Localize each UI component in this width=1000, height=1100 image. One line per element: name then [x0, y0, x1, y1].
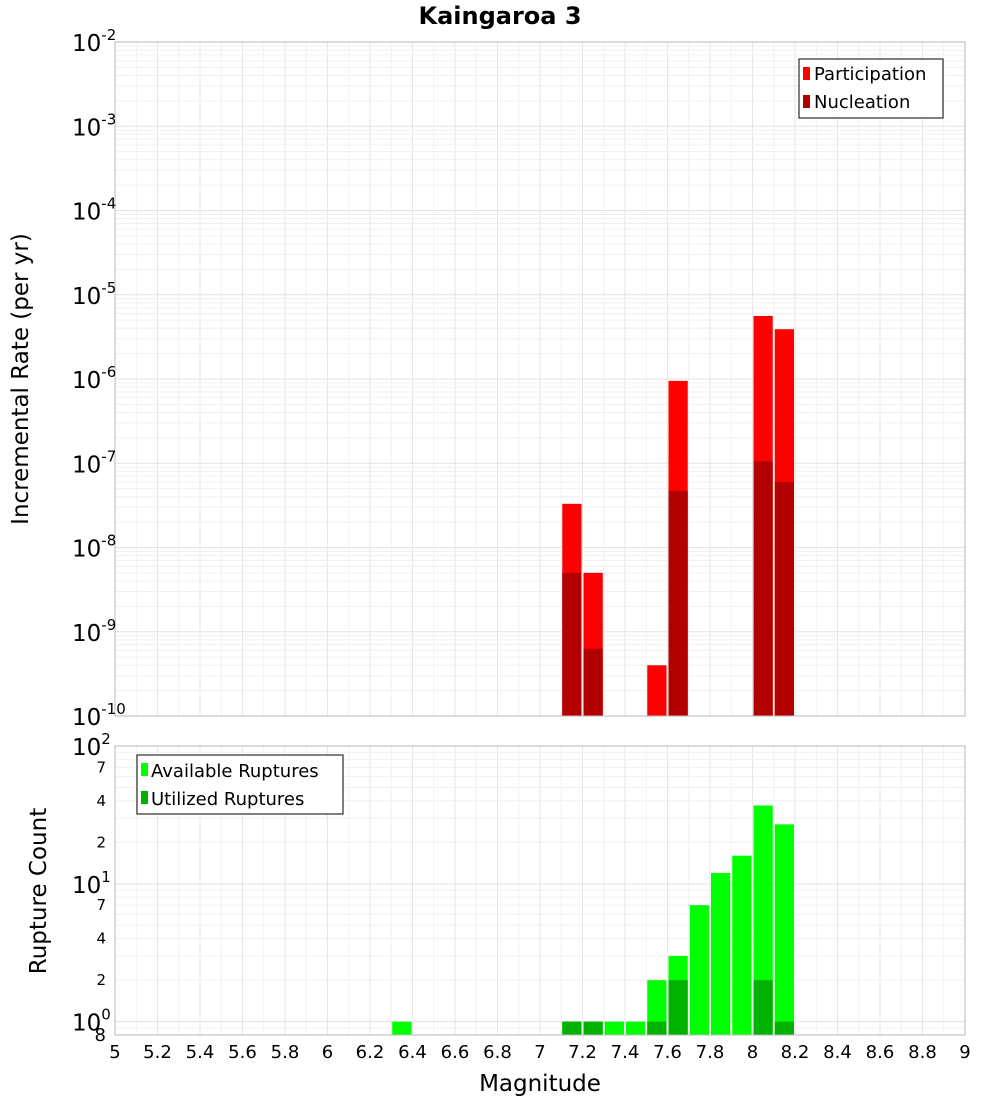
bottom-y-tick-minor: 7 — [96, 758, 106, 776]
bottom-legend-box — [136, 754, 344, 815]
top-y-tick-label: 10-8 — [72, 532, 116, 563]
bottom-y-tick-minor: 7 — [96, 896, 106, 914]
top-y-axis-label: Incremental Rate (per yr) — [8, 233, 34, 525]
x-tick-label: 5.2 — [143, 1042, 172, 1063]
bottom-y-tick-labels: 100 101 102 8 2 4 7 2 4 7 — [72, 730, 111, 1046]
top-y-tick-label: 10-2 — [72, 26, 116, 57]
bottom-gridlines — [114, 746, 966, 1036]
bar-available-ruptures — [753, 805, 773, 1035]
bar-available-ruptures — [711, 872, 731, 1035]
bottom-y-tick-minor: 2 — [96, 833, 106, 851]
x-tick-label: 8.6 — [866, 1042, 895, 1063]
top-legend-box — [798, 58, 944, 119]
x-tick-labels: 5 5.2 5.4 5.6 5.8 6 6.2 6.4 6.6 6.8 7 7.2 7.4 7.6 7.8 8… — [109, 1042, 970, 1063]
x-tick-label: 8.2 — [781, 1042, 810, 1063]
chart-title: Kaingaroa 3 — [418, 2, 581, 30]
x-tick-label: 7.4 — [611, 1042, 640, 1063]
x-tick-label: 7 — [534, 1042, 545, 1063]
bottom-y-tick-minor: 2 — [96, 971, 106, 989]
bar-available-ruptures — [774, 824, 794, 1035]
bar-nucleation — [774, 481, 794, 716]
legend-label-available: Available Ruptures — [151, 761, 319, 782]
legend-label-participation: Participation — [814, 64, 926, 85]
bar-available-ruptures — [392, 1021, 412, 1035]
bar-available-ruptures — [732, 855, 752, 1035]
x-axis-label: Magnitude — [479, 1071, 601, 1097]
x-tick-label: 5.4 — [186, 1042, 215, 1063]
bar-available-ruptures — [647, 980, 667, 1035]
top-y-tick-label: 10-5 — [72, 279, 116, 310]
bar-participation — [647, 665, 667, 716]
top-y-tick-label: 10-4 — [72, 195, 116, 226]
top-gridlines — [114, 42, 966, 717]
legend-swatch-nucleation — [803, 95, 810, 108]
bar-available-ruptures — [689, 905, 709, 1035]
x-tick-label: 7.2 — [568, 1042, 597, 1063]
top-legend: Participation Nucleation — [798, 58, 944, 119]
x-tick-label: 6.8 — [483, 1042, 512, 1063]
x-tick-label: 5 — [109, 1042, 120, 1063]
legend-swatch-utilized — [141, 791, 148, 804]
bar-available-ruptures — [626, 1021, 646, 1035]
bar-utilized-ruptures — [753, 980, 773, 1035]
x-tick-label: 9 — [959, 1042, 970, 1063]
x-tick-label: 5.6 — [228, 1042, 257, 1063]
bottom-y-tick-major: 102 — [72, 730, 111, 761]
bottom-y-axis-label: Rupture Count — [26, 808, 52, 974]
bottom-y-tick-major: 100 — [72, 1006, 111, 1037]
bar-utilized-ruptures — [774, 1021, 794, 1035]
top-y-tick-label: 10-7 — [72, 447, 116, 478]
x-tick-label: 6.6 — [441, 1042, 470, 1063]
bottom-y-tick-minor: 4 — [96, 930, 106, 948]
bar-utilized-ruptures — [583, 1021, 603, 1035]
x-tick-label: 6.2 — [356, 1042, 385, 1063]
top-bars — [562, 315, 794, 716]
x-tick-label: 8.8 — [908, 1042, 937, 1063]
bar-utilized-ruptures — [562, 1021, 582, 1035]
bottom-y-tick-minor: 4 — [96, 792, 106, 810]
top-y-tick-label: 10-6 — [72, 363, 116, 394]
legend-swatch-available — [141, 763, 148, 776]
x-tick-label: 7.8 — [696, 1042, 725, 1063]
bar-utilized-ruptures — [647, 1021, 667, 1035]
bottom-y-tick-major: 101 — [72, 868, 111, 899]
bar-nucleation — [668, 490, 688, 716]
bar-nucleation — [583, 648, 603, 716]
top-y-tick-label: 10-3 — [72, 110, 116, 141]
bar-nucleation — [562, 572, 582, 716]
bottom-y-tick-minor: 8 — [95, 1025, 106, 1046]
bar-utilized-ruptures — [668, 980, 688, 1035]
top-y-tick-label: 10-10 — [72, 700, 126, 731]
top-y-tick-labels: 10-10 10-9 10-8 10-7 10-6 10-5 10-4 10-3 10-2 — [72, 26, 126, 731]
x-tick-label: 7.6 — [653, 1042, 682, 1063]
legend-swatch-participation — [803, 67, 810, 80]
x-tick-label: 6.4 — [398, 1042, 427, 1063]
bottom-plot-border — [114, 745, 966, 1036]
legend-label-nucleation: Nucleation — [814, 92, 910, 113]
x-tick-label: 6 — [322, 1042, 333, 1063]
bottom-bars — [392, 805, 794, 1035]
x-tick-label: 8 — [747, 1042, 758, 1063]
x-tick-label: 8.4 — [823, 1042, 852, 1063]
top-plot-border — [114, 41, 966, 717]
bottom-legend: Available Ruptures Utilized Ruptures — [136, 754, 344, 815]
bar-available-ruptures — [604, 1021, 624, 1035]
x-tick-label: 5.8 — [271, 1042, 300, 1063]
top-y-tick-label: 10-9 — [72, 616, 116, 647]
bar-nucleation — [753, 461, 773, 716]
legend-label-utilized: Utilized Ruptures — [151, 789, 304, 810]
